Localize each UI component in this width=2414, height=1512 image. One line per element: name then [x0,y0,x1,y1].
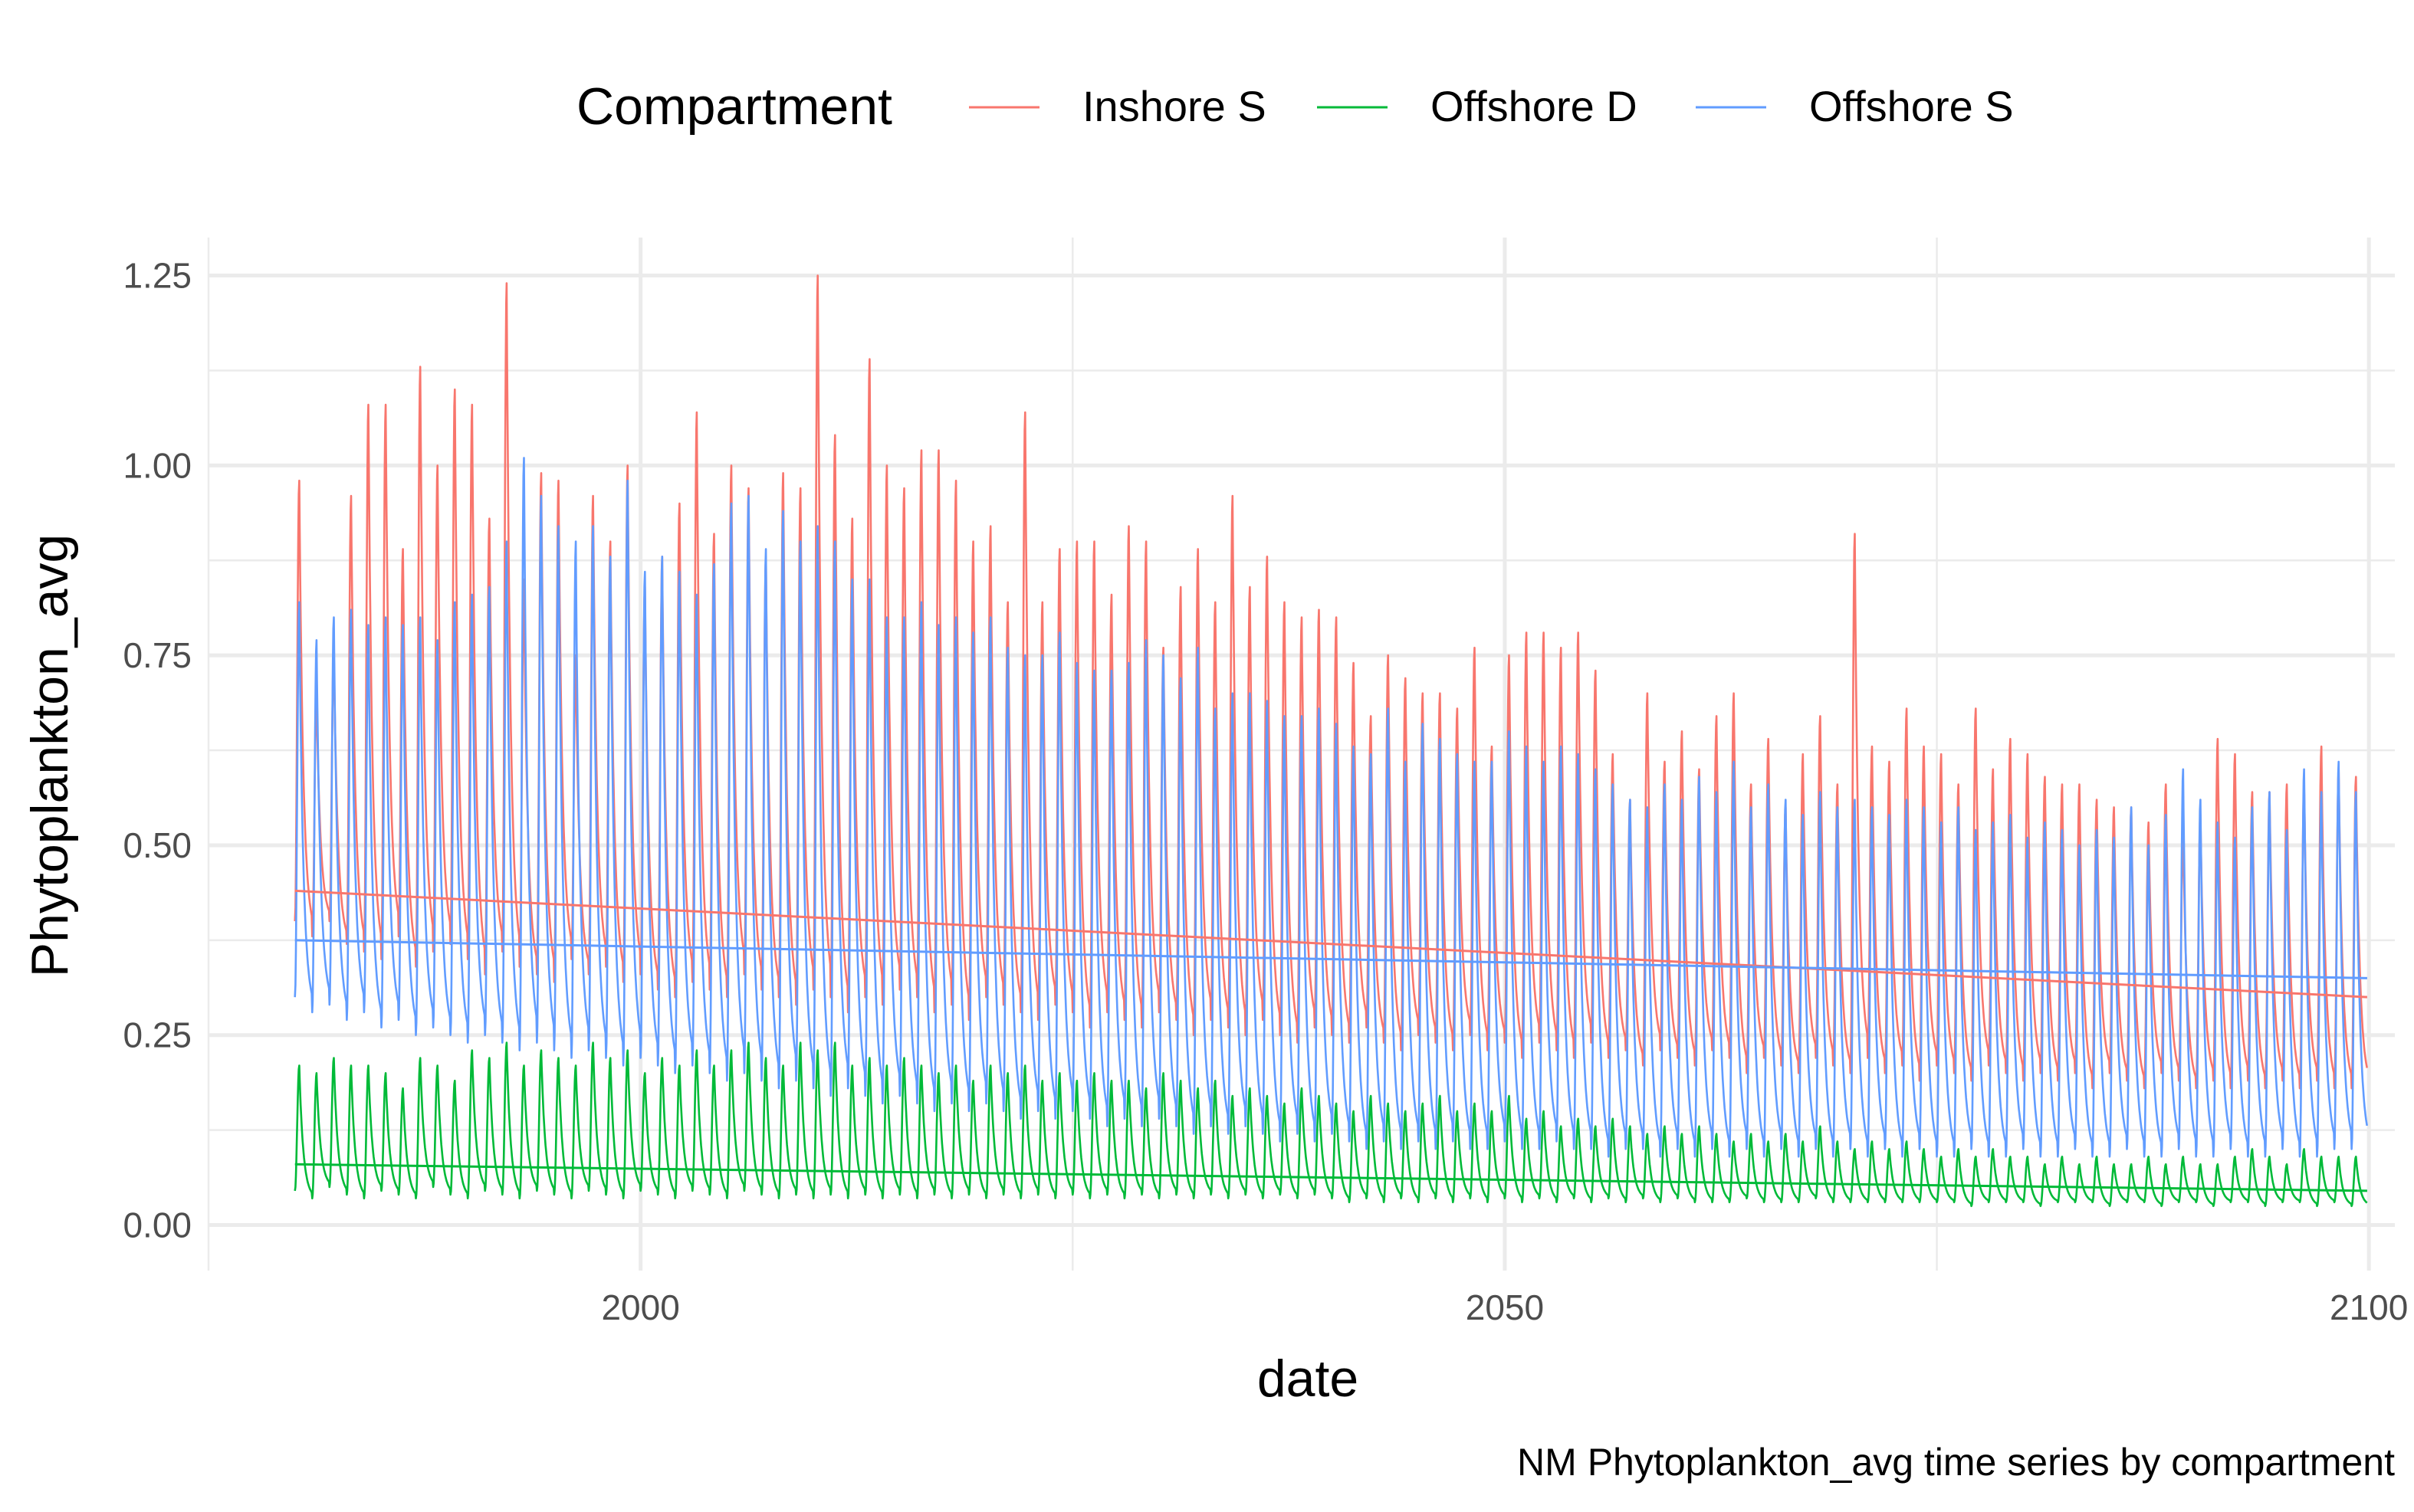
y-tick-label: 0.00 [123,1205,192,1245]
series-line-inshore-s [294,274,2368,1090]
series-line-offshore-s [294,457,2368,1158]
series-line-offshore-d [294,1041,2368,1208]
x-axis-ticks: 2000 2050 2100 [601,1287,2408,1327]
chart-caption: NM Phytoplankton_avg time series by comp… [1517,1441,2395,1484]
y-tick-label: 0.25 [123,1015,192,1055]
trend-line-offshore-d [294,1163,2367,1192]
trend-line-inshore-s [294,889,2368,999]
legend-item: Offshore S [1696,82,2014,130]
trend-line-offshore-s [294,939,2367,979]
series-lines [294,274,2368,1208]
y-axis-ticks: 0.00 0.25 0.50 0.75 1.00 1.25 [123,256,192,1245]
y-tick-label: 0.75 [123,635,192,675]
legend-title: Compartment [576,77,892,136]
y-tick-label: 1.00 [123,445,192,485]
x-axis-title: date [1257,1350,1358,1408]
x-tick-label: 2100 [2330,1287,2408,1327]
legend-label: Inshore S [1082,82,1266,130]
legend-item: Offshore D [1317,82,1637,130]
y-axis-title: Phytoplankton_avg [21,534,79,977]
y-tick-label: 1.25 [123,256,192,296]
x-tick-label: 2000 [601,1287,679,1327]
legend: Compartment Inshore S Offshore D Offshore … [576,77,2014,136]
legend-label: Offshore D [1430,82,1637,130]
y-tick-label: 0.50 [123,825,192,865]
legend-items: Inshore S Offshore D Offshore S [969,82,2014,130]
x-tick-label: 2050 [1466,1287,1544,1327]
trend-lines [294,889,2368,1192]
legend-label: Offshore S [1809,82,2014,130]
legend-item: Inshore S [969,82,1266,130]
